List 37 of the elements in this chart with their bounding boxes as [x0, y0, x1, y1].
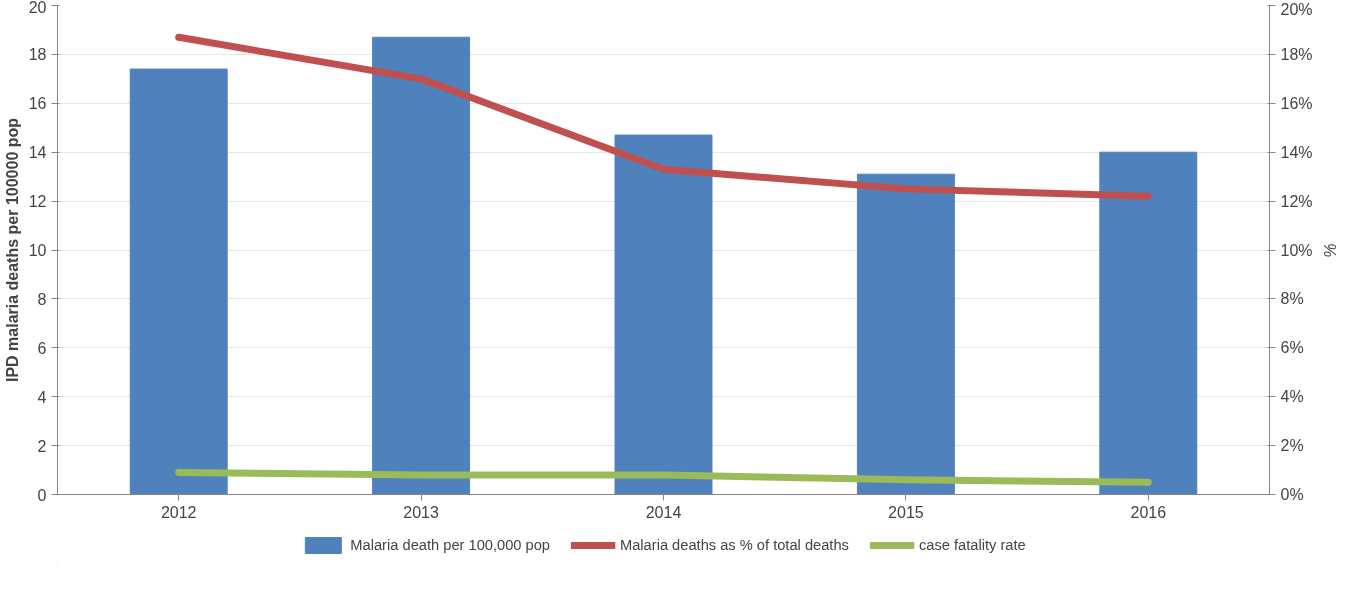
legend-label: Malaria deaths as % of total deaths: [619, 537, 849, 553]
y2-tick-label: 6%: [1280, 339, 1304, 357]
bar: [372, 36, 471, 495]
bar: [856, 173, 955, 495]
y-tick-label: 6: [37, 339, 47, 357]
y2-tick-label: 20%: [1280, 0, 1313, 18]
bar: [129, 68, 228, 495]
y-tick-label: 4: [37, 388, 47, 406]
y-tick-label: 10: [28, 242, 47, 259]
y-tick-label: 14: [28, 144, 47, 162]
x-tick-label: 2014: [645, 503, 682, 521]
y2-tick-label: 14%: [1280, 143, 1313, 161]
bar: [1099, 151, 1198, 495]
y-tick-label: 8: [37, 290, 47, 308]
y-axis-title: IPD malaria deaths per 100000 pop: [3, 117, 21, 383]
y2-tick-label: 18%: [1280, 45, 1313, 63]
legend-label: Malaria death per 100,000 pop: [350, 537, 550, 553]
y-tick-label: 2: [37, 437, 47, 455]
y-tick-label: 18: [28, 46, 47, 64]
bar: [614, 134, 713, 495]
y2-tick-label: 16%: [1280, 94, 1313, 112]
y-tick-label: 16: [28, 95, 47, 113]
y2-tick-label: 12%: [1280, 192, 1313, 210]
x-tick-label: 2015: [888, 503, 924, 521]
y2-tick-label: 10%: [1280, 241, 1313, 259]
x-tick-label: 2012: [160, 503, 197, 521]
y2-tick-label: 2%: [1280, 437, 1304, 455]
x-tick-label: 2016: [1130, 503, 1167, 521]
x-tick-label: 2013: [403, 503, 439, 521]
y-tick-label: 20: [28, 0, 47, 16]
y-tick-label: 0: [37, 486, 47, 504]
y2-axis-title: %: [1320, 242, 1338, 258]
y2-tick-label: 8%: [1280, 290, 1304, 308]
y-tick-label: 12: [28, 193, 47, 211]
legend-label: case fatality rate: [918, 537, 1026, 553]
y2-tick-label: 4%: [1280, 388, 1304, 406]
y2-tick-label: 0%: [1280, 486, 1304, 503]
